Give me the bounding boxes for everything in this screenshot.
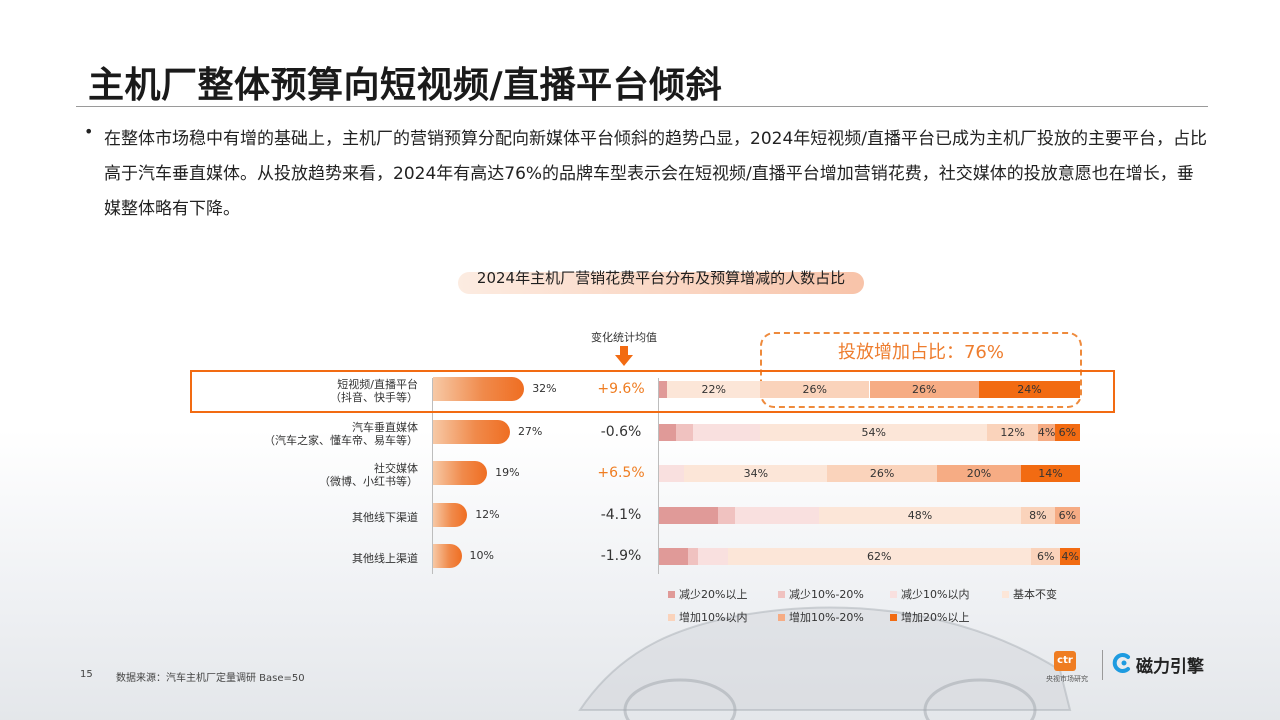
down-arrow-icon [615,346,633,366]
distribution-segment [717,507,735,524]
distribution-segment: 26% [869,381,979,398]
category-label: 社交媒体 （微博、小红书等） [240,462,418,488]
chart-title-highlight [458,272,864,294]
distribution-segment: 20% [936,465,1022,482]
data-source-note: 数据来源：汽车主机厂定量调研 Base=50 [116,673,305,684]
share-bar-label: 12% [475,508,500,521]
share-bar-label: 32% [532,382,557,395]
distribution-segment: 26% [827,465,937,482]
avg-change-value: +9.6% [597,381,645,397]
logo-divider [1102,650,1103,680]
avg-change-value: -4.1% [600,507,642,523]
legend-item: 减少10%-20% [778,586,864,602]
legend-swatch [890,613,897,621]
legend-label: 基本不变 [1013,588,1057,601]
bullet-icon: • [84,122,94,141]
legend-swatch [890,590,897,598]
category-label: 其他线下渠道 [240,511,418,524]
distribution-segment: 4% [1037,424,1055,441]
legend-item: 增加10%-20% [778,609,864,625]
legend-label: 增加10%-20% [789,611,864,624]
legend-label: 增加20%以上 [901,611,970,624]
distribution-segment [692,424,761,441]
share-bar [433,503,468,527]
legend-item: 基本不变 [1002,586,1057,602]
car-silhouette-image [578,606,1072,720]
category-label-line2: （汽车之家、懂车帝、易车等） [264,434,418,447]
distribution-segment [698,548,728,565]
distribution-segment [675,424,693,441]
share-bar-label: 10% [469,549,494,562]
share-bar [433,420,510,444]
category-label-line2: （抖音、快手等） [330,391,418,404]
avg-change-value: -1.9% [600,548,642,564]
distribution-segment: 6% [1054,424,1080,441]
legend-label: 增加10%以内 [679,611,748,624]
ctr-logo-subtitle: 央视市场研究 [1046,675,1088,683]
chart-title: 2024年主机厂营销花费平台分布及预算增减的人数占比 [476,269,846,287]
magnet-engine-logo-text: 磁力引擎 [1136,657,1204,677]
distribution-segment: 6% [1054,507,1080,524]
category-label-line1: 其他线下渠道 [352,511,418,524]
share-bar [433,461,488,485]
legend-swatch [778,590,785,598]
legend-swatch [778,613,785,621]
distribution-segment [659,507,718,524]
title-divider [76,106,1208,107]
distribution-segment: 24% [978,381,1080,398]
distribution-segment: 62% [727,548,1032,565]
legend-label: 减少10%-20% [789,588,864,601]
summary-paragraph: 在整体市场稳中有增的基础上，主机厂的营销预算分配向新媒体平台倾斜的趋势凸显，20… [104,129,1207,219]
distribution-segment: 26% [760,381,870,398]
legend-item: 减少10%以内 [890,586,969,602]
legend-swatch [668,613,675,621]
legend-item: 增加20%以上 [890,609,969,625]
magnet-engine-logo-icon [1112,653,1130,673]
avg-change-value: +6.5% [597,465,645,481]
legend-swatch [668,590,675,598]
share-bar-label: 27% [517,425,543,438]
legend-swatch [1002,590,1009,598]
distribution-segment [659,424,676,441]
distribution-segment [659,548,689,565]
highlighted-row-frame [190,370,1115,413]
distribution-segment: 22% [667,381,761,398]
distribution-segment: 48% [818,507,1022,524]
category-label-line1: 汽车垂直媒体 [352,421,418,434]
ctr-logo: ctr [1054,651,1076,671]
distribution-segment [659,465,685,482]
avg-change-header: 变化统计均值 [591,331,657,344]
category-label-line2: （微博、小红书等） [319,475,418,488]
avg-change-value: -0.6% [600,424,642,440]
legend-item: 增加10%以内 [668,609,747,625]
share-axis-line [432,378,433,574]
distribution-segment: 54% [760,424,988,441]
distribution-segment: 14% [1021,465,1080,482]
distribution-axis-line [658,378,659,574]
distribution-segment [688,548,699,565]
category-label-line1: 社交媒体 [374,462,418,475]
distribution-segment: 6% [1031,548,1061,565]
page-number: 15 [80,669,93,680]
distribution-segment: 12% [987,424,1038,441]
category-label-line1: 短视频/直播平台 [337,378,418,391]
category-label-line1: 其他线上渠道 [352,552,418,565]
category-label: 汽车垂直媒体 （汽车之家、懂车帝、易车等） [240,421,418,447]
increase-share-callout: 投放增加占比：76% [837,342,1004,363]
distribution-segment [659,381,668,398]
distribution-segment [734,507,819,524]
distribution-segment: 4% [1060,548,1080,565]
category-label: 其他线上渠道 [240,552,418,565]
share-bar-label: 19% [495,466,520,479]
page-title: 主机厂整体预算向短视频/直播平台倾斜 [88,65,723,106]
legend-label: 减少10%以内 [901,588,970,601]
share-bar [433,377,525,401]
legend-item: 减少20%以上 [668,586,747,602]
category-label: 短视频/直播平台 （抖音、快手等） [240,378,418,404]
share-bar [433,544,462,568]
distribution-segment: 34% [684,465,828,482]
distribution-segment: 8% [1021,507,1055,524]
legend-label: 减少20%以上 [679,588,748,601]
